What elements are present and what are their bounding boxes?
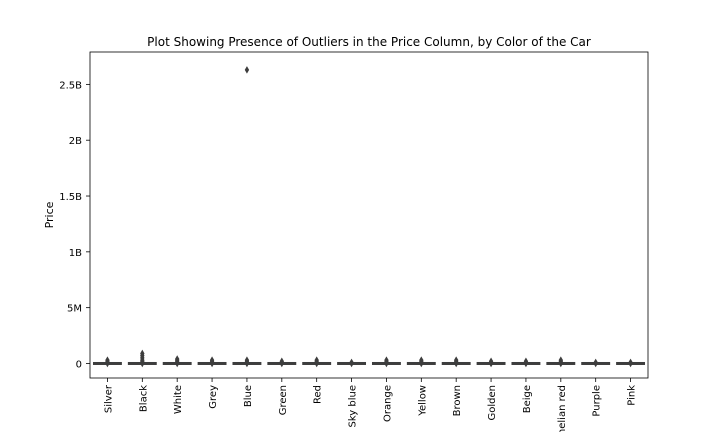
x-tick-label: Carnelian red [557,385,568,432]
y-tick-label: 1.5B [59,192,82,203]
y-axis-label: Price [43,201,56,228]
y-tick-label: 0 [76,359,82,370]
box-blue [232,66,262,368]
box-green [267,357,297,368]
box-purple [581,358,611,368]
x-tick-label: Grey [208,385,219,409]
x-tick-label: Green [278,385,289,415]
x-tick-label: Yellow [417,385,428,417]
x-axis: Silver Black White Grey Blue Green Red Sky blue… [103,378,638,432]
outlier-point [140,349,145,358]
x-tick-label: Orange [382,385,393,422]
x-tick-label: Sky blue [348,385,359,428]
outlier-point [314,356,319,364]
outlier-point [488,357,494,366]
outlier-point [349,358,354,367]
box-pink [616,358,646,368]
x-tick-label: Black [138,385,149,412]
x-tick-label: Red [313,385,324,404]
x-tick-label: White [173,385,184,414]
box-series [92,66,646,368]
box-orange [371,356,401,368]
x-tick-label: Beige [522,385,533,413]
x-tick-label: Golden [487,385,498,420]
plot-area-frame [89,51,649,379]
outlier-point [209,356,215,364]
chart-title: Plot Showing Presence of Outliers in the… [147,35,591,49]
outlier-point [279,357,285,366]
outlier-point [105,356,110,364]
outlier-point [628,358,633,367]
x-tick-label: Pink [627,385,638,406]
box-grey [197,356,227,368]
x-tick-label: Silver [103,384,114,413]
x-tick-label: Blue [243,385,254,407]
outlier-point [384,356,389,364]
box-yellow [406,356,436,368]
y-tick-label: 2.5B [59,80,82,91]
box-beige [511,357,541,368]
box-black [127,349,157,368]
outlier-point [419,356,424,364]
box-carnelian-red [546,356,576,368]
y-tick-label: 5M [67,304,82,315]
outlier-point [558,356,564,364]
box-golden [476,357,506,368]
x-tick-label: Brown [452,385,463,416]
outlier-point [453,356,459,364]
outlier-point [174,355,180,363]
outlier-point [244,66,250,74]
outlier-point [593,358,598,367]
y-axis: 0 5M 1B 1.5B 2B 2.5B [59,80,90,370]
box-red [302,356,332,368]
box-sky-blue [337,358,367,368]
outlier-point [523,357,529,366]
y-tick-label: 2B [69,136,82,147]
outlier-point [244,356,250,364]
box-silver [92,356,122,368]
box-white [162,355,192,368]
y-tick-label: 1B [69,248,82,259]
box-brown [441,356,471,368]
x-tick-label: Purple [592,385,603,417]
